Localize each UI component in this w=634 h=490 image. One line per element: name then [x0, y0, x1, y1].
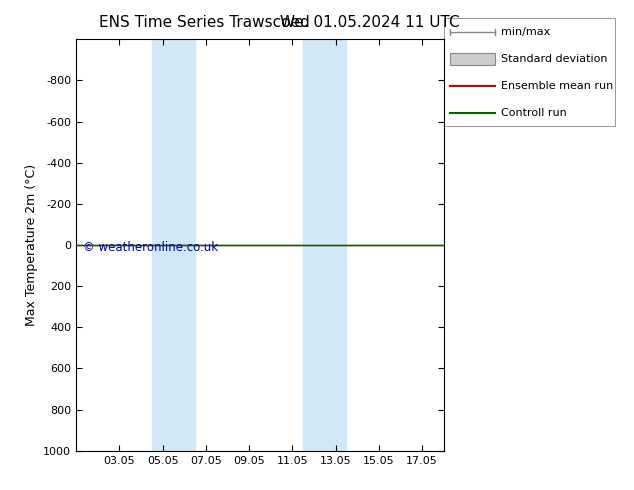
Text: Controll run: Controll run [501, 108, 567, 118]
Y-axis label: Max Temperature 2m (°C): Max Temperature 2m (°C) [25, 164, 37, 326]
Text: We. 01.05.2024 11 UTC: We. 01.05.2024 11 UTC [280, 15, 460, 30]
Text: min/max: min/max [501, 27, 550, 37]
Text: © weatheronline.co.uk: © weatheronline.co.uk [84, 241, 219, 253]
Text: Standard deviation: Standard deviation [501, 54, 607, 64]
Text: ENS Time Series Trawscoed: ENS Time Series Trawscoed [100, 15, 310, 30]
Bar [303, 39, 346, 451]
Text: Ensemble mean run: Ensemble mean run [501, 81, 613, 91]
Bar [152, 39, 195, 451]
